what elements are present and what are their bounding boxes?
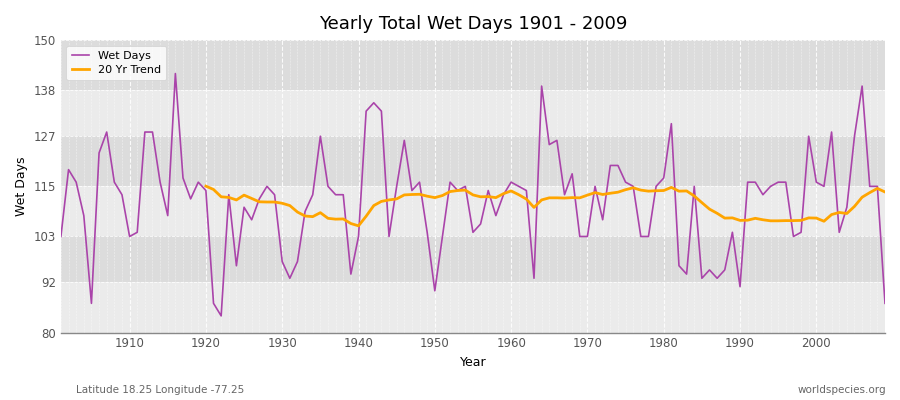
20 Yr Trend <box>681 188 692 193</box>
20 Yr Trend <box>788 218 799 223</box>
Wet Days <box>521 188 532 193</box>
Line: Wet Days: Wet Days <box>61 74 885 316</box>
Wet Days <box>879 301 890 306</box>
20 Yr Trend <box>414 192 425 197</box>
Wet Days <box>216 314 227 318</box>
X-axis label: Year: Year <box>460 356 486 369</box>
Wet Days <box>117 192 128 197</box>
20 Yr Trend <box>201 184 212 188</box>
20 Yr Trend <box>879 190 890 194</box>
20 Yr Trend <box>773 218 784 223</box>
Bar <box>61 40 885 90</box>
Bar <box>61 136 885 186</box>
Text: worldspecies.org: worldspecies.org <box>798 385 886 395</box>
Wet Days <box>346 272 356 276</box>
Wet Days <box>56 234 67 239</box>
Wet Days <box>170 71 181 76</box>
Legend: Wet Days, 20 Yr Trend: Wet Days, 20 Yr Trend <box>67 46 166 80</box>
Bar <box>61 186 885 236</box>
Wet Days <box>300 209 310 214</box>
Bar <box>61 90 885 136</box>
Title: Yearly Total Wet Days 1901 - 2009: Yearly Total Wet Days 1901 - 2009 <box>319 15 627 33</box>
20 Yr Trend <box>353 224 364 228</box>
20 Yr Trend <box>292 210 303 214</box>
Wet Days <box>513 184 524 189</box>
Bar <box>61 282 885 332</box>
Text: Latitude 18.25 Longitude -77.25: Latitude 18.25 Longitude -77.25 <box>76 385 245 395</box>
Y-axis label: Wet Days: Wet Days <box>15 156 28 216</box>
20 Yr Trend <box>857 195 868 200</box>
Line: 20 Yr Trend: 20 Yr Trend <box>206 186 885 226</box>
Wet Days <box>613 163 624 168</box>
Bar <box>61 236 885 282</box>
